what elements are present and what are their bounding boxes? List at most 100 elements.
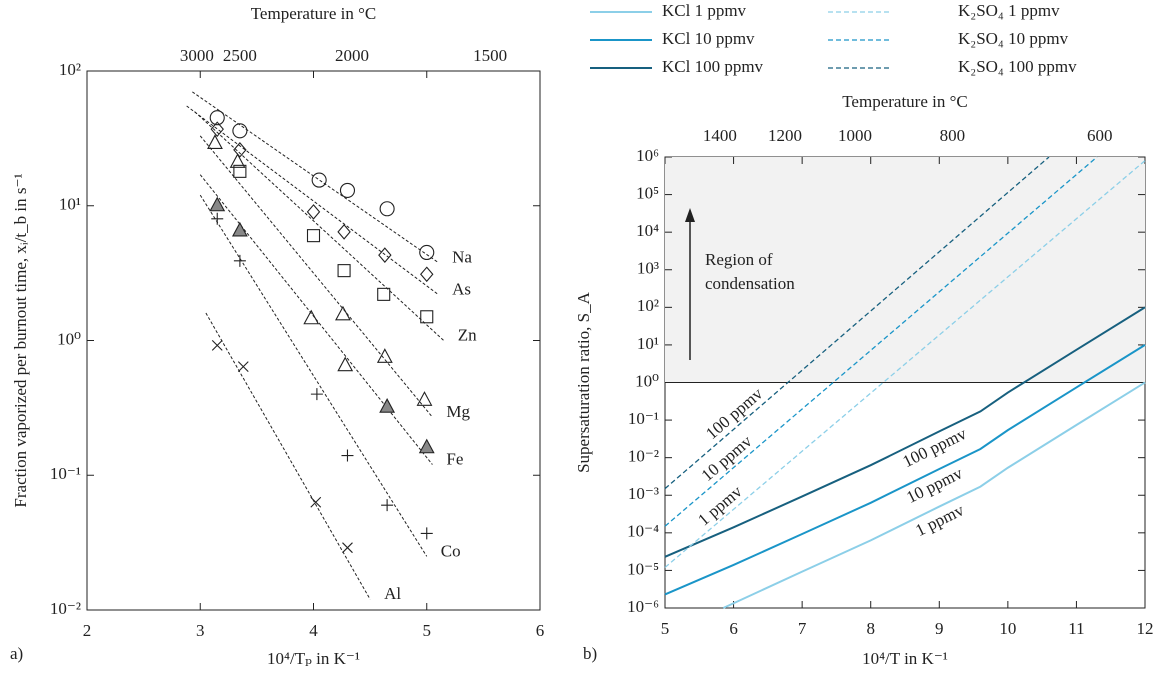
x-tick-label: 11 bbox=[1068, 619, 1084, 638]
x2-tick-label: 1500 bbox=[473, 46, 507, 65]
x-tick-label: 9 bbox=[935, 619, 944, 638]
marker bbox=[376, 348, 393, 363]
marker bbox=[419, 244, 435, 261]
series-label: Co bbox=[441, 541, 461, 560]
x-tick-label: 12 bbox=[1137, 619, 1154, 638]
marker bbox=[381, 499, 394, 512]
marker bbox=[342, 542, 353, 554]
x-tick-label: 6 bbox=[729, 619, 738, 638]
x2-axis-title: Temperature in °C bbox=[842, 92, 968, 111]
condensation-region bbox=[665, 157, 1145, 383]
x2-tick-label: 2500 bbox=[223, 46, 257, 65]
x-tick-label: 6 bbox=[536, 621, 545, 640]
marker bbox=[232, 123, 248, 139]
marker bbox=[233, 164, 247, 178]
marker bbox=[377, 287, 391, 301]
annotation-arrowhead bbox=[685, 208, 695, 222]
marker bbox=[420, 527, 433, 540]
marker bbox=[237, 361, 249, 373]
x-tick-label: 10 bbox=[999, 619, 1016, 638]
y-tick-label: 10¹ bbox=[59, 195, 81, 214]
marker bbox=[306, 229, 321, 243]
series-label: Mg bbox=[446, 402, 470, 421]
marker bbox=[337, 224, 351, 240]
marker bbox=[335, 305, 351, 321]
x-axis-title: 10⁴/Tₚ in K⁻¹ bbox=[267, 649, 360, 668]
legend-label: K₂SO₄ 1 ppmv bbox=[958, 1, 1060, 20]
marker bbox=[339, 182, 356, 198]
series-line bbox=[664, 160, 1146, 568]
line-label: 1 ppmv bbox=[694, 482, 746, 530]
marker bbox=[341, 449, 354, 462]
fit-line bbox=[205, 312, 371, 600]
x-tick-label: 4 bbox=[309, 621, 318, 640]
y-tick-label: 10⁻¹ bbox=[50, 464, 81, 483]
line-label: 10 ppmv bbox=[698, 431, 756, 485]
panel-label: b) bbox=[583, 644, 597, 663]
y-tick-label: 10⁻³ bbox=[628, 484, 659, 503]
legend-label: K₂SO₄ 100 ppmv bbox=[958, 57, 1077, 76]
y-tick-label: 10⁶ bbox=[636, 146, 659, 165]
fit-line bbox=[199, 174, 433, 465]
series-label: Na bbox=[452, 247, 472, 266]
legend-label: KCl 10 ppmv bbox=[662, 29, 755, 48]
fit-line bbox=[199, 194, 428, 557]
x2-tick-label: 800 bbox=[940, 126, 966, 145]
y-tick-label: 10⁻⁶ bbox=[627, 597, 659, 616]
y-tick-label: 10⁻¹ bbox=[628, 409, 659, 428]
marker bbox=[337, 264, 351, 278]
marker bbox=[211, 212, 224, 225]
x2-tick-label: 1200 bbox=[768, 126, 802, 145]
marker bbox=[420, 266, 434, 283]
y-tick-label: 10² bbox=[59, 60, 81, 79]
marker bbox=[379, 201, 395, 217]
y-tick-label: 10³ bbox=[637, 259, 659, 278]
y-tick-label: 10⁻² bbox=[628, 447, 659, 466]
y-tick-label: 10⁻⁴ bbox=[627, 522, 659, 541]
x2-tick-label: 600 bbox=[1087, 126, 1113, 145]
annotation: Region of bbox=[705, 250, 773, 269]
x-tick-label: 2 bbox=[83, 621, 92, 640]
marker bbox=[210, 121, 224, 138]
line-label: 100 ppmv bbox=[900, 424, 970, 472]
x-tick-label: 3 bbox=[196, 621, 205, 640]
line-label: 100 ppmv bbox=[702, 384, 767, 443]
y-tick-label: 10⁴ bbox=[636, 221, 659, 240]
marker bbox=[207, 134, 223, 149]
fit-line bbox=[199, 135, 433, 418]
legend-label: KCl 100 ppmv bbox=[662, 57, 764, 76]
y-tick-label: 10⁰ bbox=[635, 371, 659, 390]
marker bbox=[209, 110, 225, 126]
marker bbox=[229, 153, 246, 168]
series-label: Fe bbox=[446, 449, 463, 468]
marker bbox=[233, 254, 246, 267]
marker bbox=[420, 310, 434, 324]
y-axis-title: Supersaturation ratio, S_A bbox=[574, 291, 593, 473]
x-tick-label: 7 bbox=[798, 619, 807, 638]
marker bbox=[379, 398, 396, 413]
fit-line bbox=[192, 91, 439, 263]
marker bbox=[311, 172, 327, 188]
fit-line bbox=[194, 111, 445, 341]
marker bbox=[418, 438, 435, 454]
y-tick-label: 10² bbox=[637, 296, 659, 315]
marker bbox=[211, 339, 223, 351]
x2-tick-label: 2000 bbox=[335, 46, 369, 65]
annotation: condensation bbox=[705, 274, 795, 293]
x2-tick-label: 1000 bbox=[838, 126, 872, 145]
y-tick-label: 10⁵ bbox=[636, 183, 659, 202]
series-label: Al bbox=[384, 584, 401, 603]
y-tick-label: 10⁻⁵ bbox=[627, 559, 659, 578]
legend-label: KCl 1 ppmv bbox=[662, 1, 747, 20]
marker bbox=[310, 496, 322, 508]
series-label: As bbox=[452, 279, 471, 298]
x2-tick-label: 3000 bbox=[180, 46, 214, 65]
y-tick-label: 10⁰ bbox=[57, 329, 81, 348]
marker bbox=[378, 247, 392, 263]
y-tick-label: 10⁻² bbox=[50, 599, 81, 618]
marker bbox=[416, 391, 433, 406]
series-line bbox=[664, 156, 1098, 527]
marker bbox=[337, 356, 354, 372]
y-tick-label: 10¹ bbox=[637, 334, 659, 353]
